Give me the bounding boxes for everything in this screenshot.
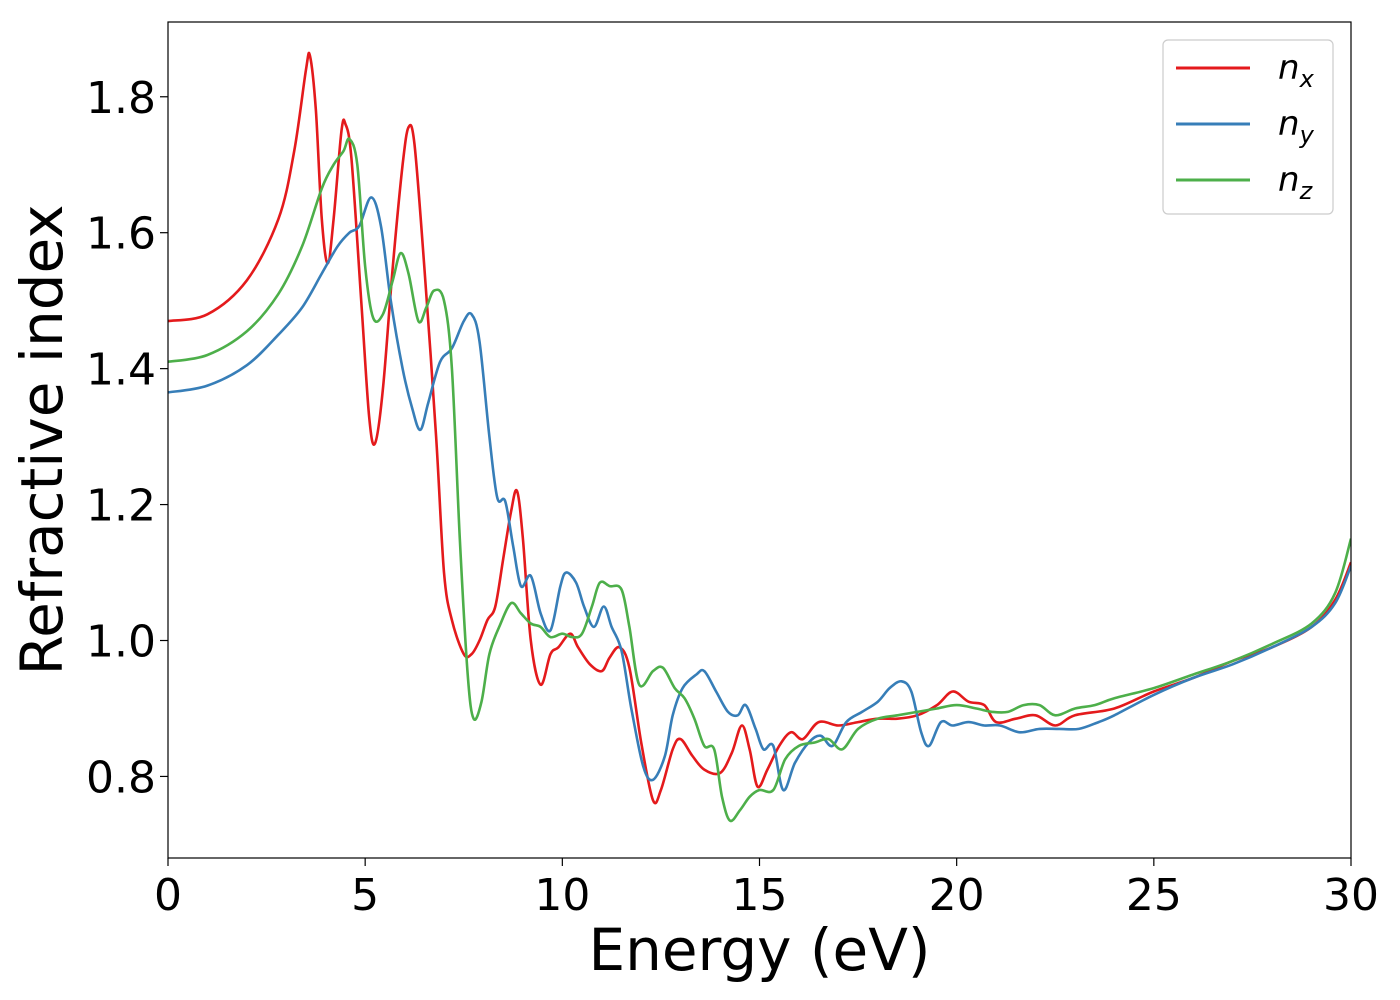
legend-label-z: nz	[1278, 160, 1314, 205]
y-tick-label: 0.8	[86, 752, 156, 803]
series-layer	[168, 51, 1351, 823]
y-tick-label: 1.0	[86, 617, 156, 668]
x-tick-label: 25	[1126, 870, 1182, 921]
x-tick-label: 5	[351, 870, 379, 921]
ticks-layer: 0 5 10 15 20 25 30 0.8 1.0 1.2 1.4 1.6 1.8	[86, 73, 1379, 921]
y-tick-label: 1.8	[86, 73, 156, 124]
y-tick-label: 1.2	[86, 481, 156, 532]
y-axis-title: Refractive index	[8, 204, 76, 675]
x-tick-label: 0	[154, 870, 182, 921]
x-tick-label: 30	[1323, 870, 1379, 921]
series-line-z	[168, 137, 1351, 823]
x-tick-label: 15	[732, 870, 788, 921]
x-axis-title: Energy (eV)	[588, 916, 930, 984]
legend-label-y: ny	[1278, 104, 1315, 149]
legend: nx ny nz	[1162, 39, 1334, 215]
x-tick-label: 10	[534, 870, 590, 921]
series-line-x	[168, 51, 1351, 805]
y-tick-label: 1.6	[86, 209, 156, 260]
legend-box	[1162, 39, 1334, 215]
series-line-y	[168, 196, 1351, 792]
legend-label-x: nx	[1278, 48, 1315, 93]
y-tick-label: 1.4	[86, 345, 156, 396]
x-tick-label: 20	[929, 870, 985, 921]
